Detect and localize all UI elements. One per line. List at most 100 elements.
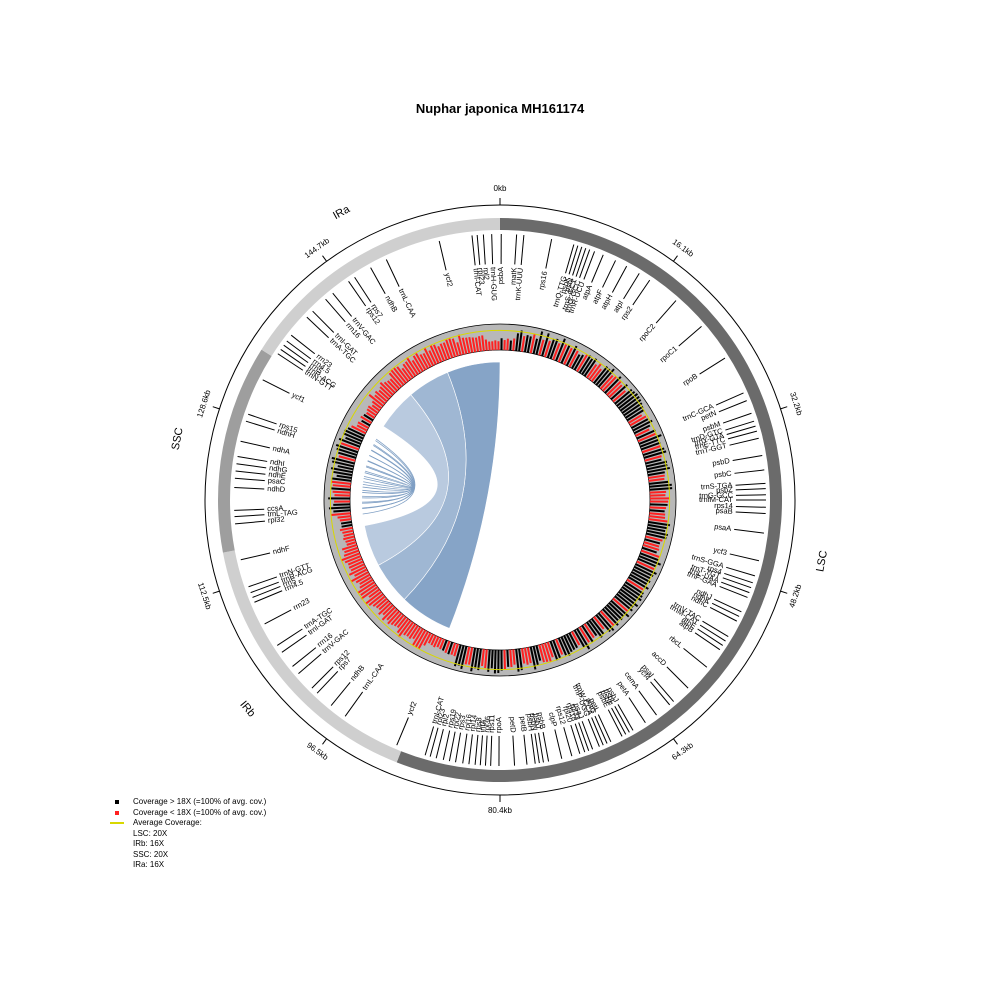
coverage-bar: [636, 560, 655, 571]
gene-tick: [234, 487, 265, 490]
coverage-bar: [649, 506, 667, 510]
gene-tick: [484, 735, 488, 766]
coverage-bar: [484, 649, 488, 669]
coverage-bar: [632, 568, 651, 580]
coverage-bar: [393, 614, 405, 627]
coverage-bar: [518, 648, 523, 671]
gene-label: rps19: [445, 708, 458, 728]
coverage-bar: [456, 342, 462, 356]
coverage-bar: [338, 455, 356, 462]
tick-mark: [780, 406, 788, 410]
coverage-bar: [371, 404, 381, 412]
gene-label: ndhG: [269, 463, 289, 474]
gene-tick: [354, 276, 372, 303]
coverage-bar: [439, 343, 448, 361]
region-label-ira: IRa: [331, 203, 353, 222]
gene-tick: [666, 666, 689, 689]
gene-tick: [726, 425, 756, 435]
gene-tick: [611, 707, 627, 735]
coverage-bar: [368, 593, 384, 607]
gene-tick: [240, 440, 270, 449]
coverage-bar: [608, 602, 625, 618]
gene-tick: [534, 733, 540, 764]
coverage-bar: [340, 521, 352, 525]
coverage-bar: [447, 641, 454, 655]
tick-label: 32.2kb: [788, 391, 804, 417]
coverage-bar: [590, 368, 602, 382]
gene-label: rps16: [537, 270, 549, 290]
coverage-bar: [340, 442, 360, 451]
coverage-bar: [383, 381, 396, 394]
gene-label: rps11: [487, 714, 497, 733]
coverage-bar: [535, 645, 542, 661]
coverage-bar: [474, 648, 479, 669]
coverage-bar: [645, 535, 663, 542]
coverage-bar: [641, 546, 657, 554]
gene-label: rrn23: [291, 596, 311, 612]
coverage-bar: [521, 335, 526, 352]
coverage-bar: [348, 565, 367, 576]
coverage-bar: [518, 330, 523, 352]
gene-label: psaA: [714, 522, 732, 533]
coverage-bar: [404, 361, 417, 377]
coverage-bar: [581, 358, 594, 376]
gene-tick: [611, 265, 628, 293]
coverage-bar: [341, 543, 358, 551]
gene-tick: [474, 734, 479, 765]
coverage-bar: [357, 421, 369, 429]
gene-tick: [332, 292, 353, 317]
tick-label: 96.5kb: [305, 741, 330, 763]
gene-label: ndhB: [383, 294, 399, 314]
region-segment-ira: [261, 218, 500, 356]
coverage-bar: [538, 339, 545, 356]
gene-tick: [330, 682, 351, 706]
coverage-bar: [411, 359, 422, 374]
gene-tick: [628, 697, 646, 724]
coverage-bar: [490, 649, 494, 669]
coverage-bar: [614, 595, 633, 612]
gene-tick: [694, 632, 721, 651]
tick-mark: [672, 738, 678, 745]
coverage-bar: [624, 405, 644, 419]
coverage-bar: [647, 471, 665, 477]
gene-tick: [252, 586, 281, 598]
coverage-bar: [616, 593, 634, 608]
gene-label: ccsA: [267, 503, 284, 513]
coverage-bar: [457, 645, 465, 666]
legend-average-title: Average Coverage:: [133, 818, 202, 827]
gene-tick: [344, 691, 364, 717]
gene-tick: [234, 514, 265, 518]
coverage-bar: [639, 552, 660, 562]
coverage-bar: [338, 437, 361, 448]
coverage-bar: [414, 629, 427, 648]
coverage-bar: [593, 366, 609, 384]
gene-label: trnfM-CAT: [699, 495, 733, 504]
region-segment-ssc: [218, 349, 272, 553]
gene-tick: [316, 671, 339, 694]
gene-tick: [617, 704, 634, 731]
gene-tick: [726, 566, 756, 577]
gene-label: petD: [508, 717, 518, 734]
gene-tick: [578, 722, 590, 751]
gene-label: ndhD: [267, 484, 286, 494]
coverage-bar: [503, 649, 506, 670]
coverage-bar: [386, 380, 398, 392]
coverage-bar: [401, 367, 412, 381]
gene-tick: [711, 602, 740, 617]
gene-tick: [530, 733, 536, 764]
legend-irb-coverage: IRb: 16X: [133, 839, 165, 848]
gene-label: ycf2: [405, 700, 419, 716]
legend-row-below: Coverage < 18X (=100% of avg. cov.): [110, 808, 266, 819]
coverage-bar: [560, 636, 571, 656]
gene-tick: [729, 553, 760, 562]
gene-tick: [280, 349, 306, 367]
gene-tick: [235, 520, 265, 525]
gene-tick: [290, 334, 316, 355]
coverage-bar: [578, 626, 590, 643]
gene-label: trnG-GCC: [699, 490, 734, 500]
coverage-bar: [509, 340, 512, 351]
coverage-outer-border: [323, 323, 677, 677]
gene-tick: [250, 581, 279, 594]
coverage-bar: [583, 358, 598, 377]
